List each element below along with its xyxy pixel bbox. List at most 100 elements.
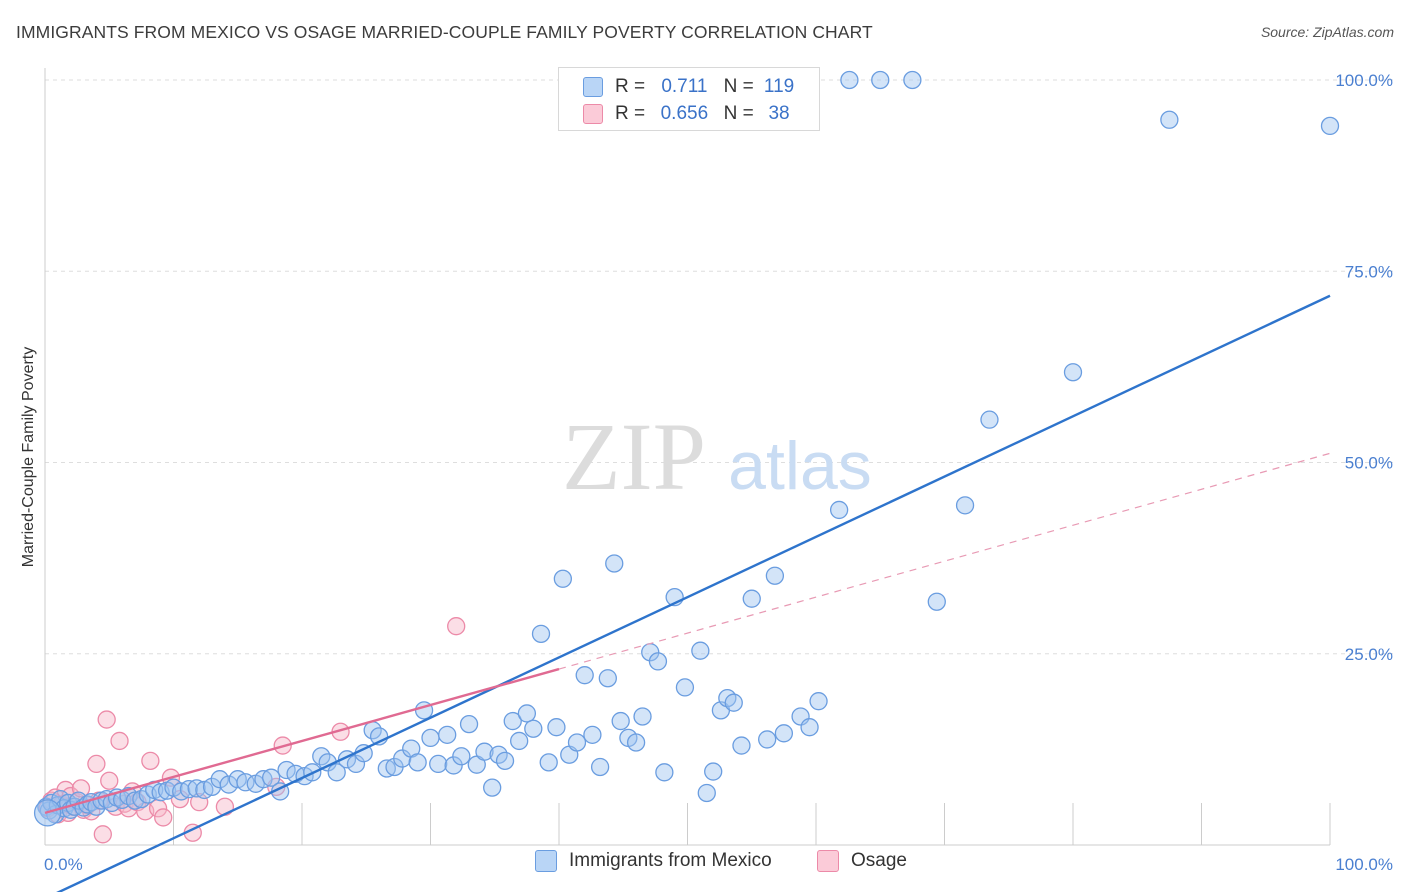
legend-swatch-mexico — [583, 77, 603, 97]
legend-n-value-osage: 38 — [768, 103, 790, 124]
y-tick-label: 100.0% — [1335, 71, 1393, 90]
x-tick-label: 0.0% — [44, 855, 83, 874]
mexico-point — [829, 500, 849, 520]
mexico-point — [809, 692, 828, 711]
legend-row-osage: R = 0.656 N = 38 — [583, 101, 799, 127]
legend-label-mexico: Immigrants from Mexico — [569, 850, 772, 871]
mexico-point — [503, 711, 522, 731]
mexico-point — [524, 719, 543, 738]
osage-point — [141, 751, 160, 770]
mexico-point — [567, 733, 587, 752]
mexico-point — [583, 725, 602, 744]
mexico-point — [955, 496, 975, 515]
mexico-point — [598, 669, 617, 688]
mexico-point — [444, 756, 463, 775]
osage-point — [93, 825, 112, 844]
mexico-point — [459, 714, 479, 734]
stats-legend: R = 0.711 N = 119 R = 0.656 N = 38 — [558, 67, 820, 131]
mexico-point — [724, 693, 743, 712]
mexico-point — [732, 736, 751, 755]
osage-point — [447, 617, 466, 636]
mexico-point — [254, 770, 273, 789]
mexico-point — [758, 730, 777, 749]
mexico-point — [210, 770, 229, 789]
mexico-point — [421, 728, 440, 748]
osage-point — [97, 710, 116, 729]
osage-point — [110, 731, 129, 751]
gridlines — [45, 79, 1395, 655]
trend-line-mexico — [56, 294, 1331, 892]
mexico-point — [655, 763, 674, 782]
legend-swatch-mexico — [535, 850, 557, 872]
mexico-point — [179, 780, 199, 799]
osage-point — [100, 771, 119, 790]
mexico-point — [547, 718, 566, 737]
legend-r-label: R = — [615, 76, 646, 97]
mexico-point — [800, 718, 819, 737]
mexico-point — [495, 751, 515, 770]
mexico-point — [1063, 363, 1083, 382]
osage-point — [87, 754, 106, 774]
mexico-point — [408, 753, 427, 772]
legend-r-label: R = — [615, 103, 646, 124]
legend-row-mexico: R = 0.711 N = 119 — [583, 74, 799, 100]
trend-line-osage — [44, 667, 560, 815]
mexico-point — [704, 762, 723, 781]
trend-lines — [44, 294, 1331, 892]
legend-swatch-osage — [583, 104, 603, 124]
mexico-point — [187, 779, 206, 798]
mexico-point — [691, 641, 710, 660]
legend-n-label: N = — [723, 76, 754, 97]
mexico-point — [483, 778, 502, 797]
mexico-point — [903, 70, 922, 90]
legend-item-osage: Osage — [817, 850, 907, 872]
mexico-point — [648, 652, 668, 671]
x-tick-label: 100.0% — [1335, 855, 1393, 874]
watermark-zip: ZIP — [562, 403, 706, 510]
mexico-point — [840, 70, 859, 90]
mexico-point — [980, 410, 999, 429]
mexico-point — [1160, 110, 1179, 129]
mexico-point — [1320, 116, 1340, 136]
mexico-point — [611, 711, 630, 731]
legend-swatch-osage — [817, 850, 839, 872]
y-tick-label: 75.0% — [1345, 262, 1393, 281]
mexico-point — [452, 747, 471, 766]
mexico-point — [553, 569, 573, 588]
legend-n-value-mexico: 119 — [763, 76, 795, 97]
mexico-point — [633, 707, 652, 726]
mexico-point — [277, 760, 296, 780]
mexico-point — [765, 566, 785, 585]
mexico-point — [539, 753, 558, 772]
axes — [44, 68, 1331, 846]
mexico-point — [742, 589, 761, 608]
watermark-atlas: atlas — [728, 428, 872, 504]
mexico-point — [575, 666, 594, 685]
osage-point — [154, 808, 173, 827]
mexico-point — [262, 768, 281, 787]
mexico-point — [774, 724, 794, 743]
mexico-point — [590, 757, 610, 777]
mexico-point — [517, 704, 537, 723]
mexico-point — [531, 624, 551, 644]
mexico-point — [438, 725, 457, 744]
legend-r-value-osage: 0.656 — [660, 103, 709, 124]
osage-point — [215, 797, 235, 816]
trend-line-osage-extension — [558, 452, 1331, 670]
legend-n-label: N = — [723, 103, 754, 124]
legend-label-osage: Osage — [851, 850, 907, 871]
mexico-point — [377, 759, 396, 778]
mexico-point — [675, 678, 695, 697]
y-tick-label: 50.0% — [1345, 454, 1393, 473]
series-legend: Immigrants from Mexico Osage — [0, 850, 1406, 878]
mexico-point — [605, 554, 624, 573]
y-tick-label: 25.0% — [1345, 645, 1393, 664]
tick-labels: 25.0% 50.0% 75.0% 100.0% 0.0% 100.0% — [44, 71, 1393, 874]
mexico-point — [327, 763, 346, 782]
mexico-point — [510, 731, 529, 751]
mexico-point — [475, 742, 494, 761]
mexico-point — [871, 70, 890, 90]
legend-item-mexico: Immigrants from Mexico — [535, 850, 772, 872]
mexico-point — [429, 754, 448, 774]
